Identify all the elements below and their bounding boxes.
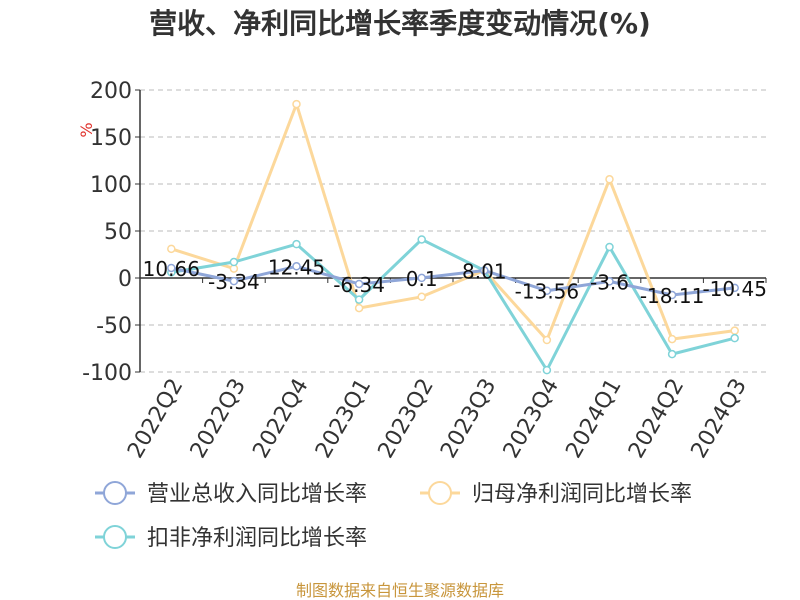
y-tick-label: 200 — [90, 79, 132, 104]
data-point — [292, 262, 301, 271]
series-layer — [167, 99, 739, 375]
y-axis: -100 -50 0 50 100 150 200 — [82, 79, 141, 386]
data-point — [292, 99, 301, 109]
data-point — [605, 242, 614, 252]
x-tick-label: 2022Q4 — [248, 375, 313, 463]
x-tick-label: 2023Q3 — [436, 375, 501, 463]
data-point — [167, 263, 176, 273]
data-point — [667, 349, 677, 359]
data-point — [480, 266, 489, 275]
x-tick-label: 2024Q3 — [687, 375, 752, 463]
data-point — [417, 273, 426, 283]
data-point — [229, 276, 239, 286]
x-tick-label: 2024Q2 — [624, 375, 689, 463]
data-point — [667, 290, 677, 300]
data-label: 12.45 — [268, 255, 325, 279]
data-point — [417, 235, 426, 244]
x-tick-label: 2022Q2 — [123, 375, 188, 463]
data-point — [542, 365, 552, 375]
data-point — [167, 244, 176, 254]
data-point — [730, 333, 739, 343]
data-point — [542, 286, 552, 295]
chart-title: 营收、净利同比增长率季度变动情况(%) — [149, 7, 651, 40]
data-label: -18.11 — [640, 284, 704, 308]
data-point — [354, 295, 364, 304]
data-label: -3.6 — [590, 270, 629, 294]
data-point — [605, 277, 614, 286]
series-0 — [167, 262, 739, 300]
x-tick-label: 2022Q3 — [186, 375, 251, 463]
y-tick-label: 0 — [118, 267, 132, 292]
x-tick-label: 2023Q1 — [311, 375, 376, 463]
legend-label: 归母净利润同比增长率 — [472, 482, 692, 507]
y-tick-label: 100 — [90, 173, 132, 198]
data-label: 8.01 — [462, 259, 507, 283]
data-label: -6.34 — [333, 273, 385, 297]
y-tick-label: -100 — [82, 361, 132, 386]
y-tick-label: -50 — [96, 314, 132, 339]
y-axis-unit: % — [77, 122, 96, 137]
data-point — [417, 292, 426, 302]
data-point — [730, 326, 739, 335]
data-point — [292, 239, 301, 249]
data-label: -3.34 — [208, 270, 260, 294]
legend-label: 营业总收入同比增长率 — [147, 482, 367, 507]
data-labels: 10.66 -3.34 12.45 -6.34 0.1 8.01 -13.56 -3.6 -18… — [143, 255, 767, 308]
grid — [140, 89, 766, 373]
data-label: -10.45 — [702, 277, 766, 301]
data-point — [354, 279, 364, 289]
data-point — [667, 334, 677, 344]
legend-marker-icon — [103, 525, 127, 549]
series-line — [169, 264, 737, 297]
y-tick-label: 50 — [104, 220, 132, 245]
legend-item[interactable]: 归母净利润同比增长率 — [420, 481, 692, 507]
y-tick-label: 150 — [90, 126, 132, 151]
data-point — [605, 175, 614, 184]
data-point — [354, 303, 364, 313]
data-label: 10.66 — [143, 257, 200, 281]
data-point — [542, 335, 552, 345]
series-line — [169, 237, 737, 372]
data-point — [730, 283, 739, 293]
x-tick-label: 2023Q2 — [374, 375, 439, 463]
legend-item[interactable]: 扣非净利润同比增长率 — [95, 525, 367, 551]
legend-marker-icon — [428, 481, 452, 505]
data-label: 0.1 — [406, 267, 438, 291]
legend-label: 扣非净利润同比增长率 — [147, 526, 367, 551]
x-tick-label: 2024Q1 — [561, 375, 626, 463]
series-line — [169, 102, 737, 342]
data-label: -13.56 — [515, 280, 579, 304]
legend-marker-icon — [103, 481, 127, 505]
data-point — [229, 257, 239, 267]
legend-item[interactable]: 营业总收入同比增长率 — [95, 481, 367, 507]
source-note: 制图数据来自恒生聚源数据库 — [296, 581, 504, 600]
x-tick-label: 2023Q4 — [499, 375, 564, 463]
